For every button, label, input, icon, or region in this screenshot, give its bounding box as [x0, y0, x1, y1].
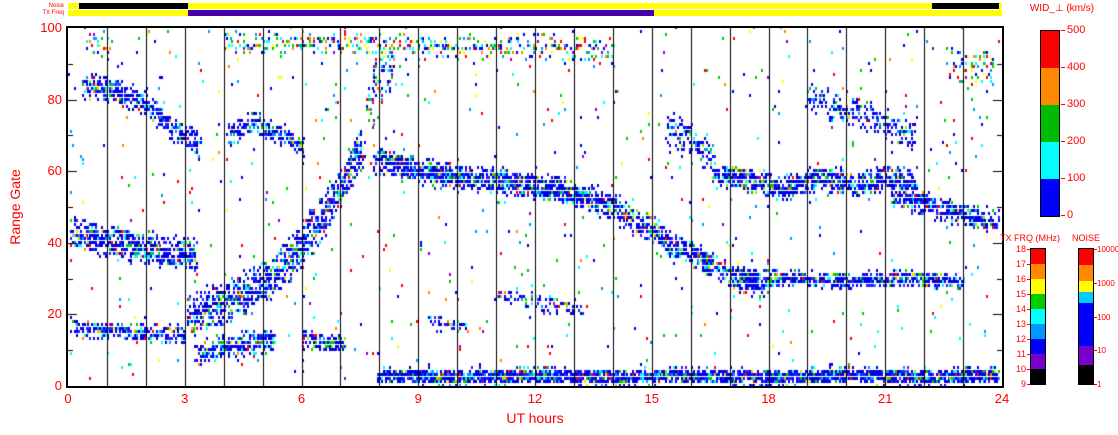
y-axis-label: Range Gate [7, 169, 23, 245]
wid-colorbar-tick-label: 100 [1067, 172, 1086, 184]
txfrq-colorbar-tick [1027, 384, 1030, 385]
txfrq-colorbar-tick [1027, 339, 1030, 340]
colorbar-segment [1031, 339, 1045, 354]
x-tick-label: 18 [761, 391, 776, 406]
wid-colorbar-tick-label: 300 [1067, 98, 1086, 110]
wid-colorbar-tick [1061, 30, 1065, 31]
colorbar-segment [1079, 292, 1093, 303]
colorbar-segment [1041, 31, 1059, 68]
wid-colorbar-tick-label: 500 [1067, 24, 1086, 36]
txfrq-colorbar-tick [1027, 279, 1030, 280]
txfrq-colorbar-tick-label: 9 [1020, 379, 1026, 389]
x-tick-label: 9 [414, 391, 422, 406]
noise-colorbar-tick-label: 100 [1097, 312, 1111, 322]
colorbar-segment [1079, 346, 1093, 366]
wid-colorbar-tick-label: 200 [1067, 135, 1086, 147]
noise-colorbar-tick-label: 1 [1097, 380, 1102, 389]
x-tick-label: 3 [181, 391, 189, 406]
txfrq-colorbar-tick [1027, 309, 1030, 310]
colorbar-segment [1031, 294, 1045, 309]
x-tick-label: 21 [878, 391, 893, 406]
colorbar-segment [1031, 249, 1045, 264]
y-tick-label: 20 [47, 306, 62, 322]
txfrq-colorbar-tick-label: 13 [1015, 319, 1026, 329]
noise-colorbar-tick-label: 10 [1097, 346, 1106, 356]
wid-colorbar-tick [1061, 178, 1065, 179]
colorbar-segment [1041, 68, 1059, 105]
y-tick-label: 80 [47, 91, 62, 107]
txfrq-colorbar [1030, 248, 1046, 385]
colorbar-segment [1041, 179, 1059, 216]
colorbar-segment [1031, 309, 1045, 324]
wid-colorbar-tick [1061, 141, 1065, 142]
txfrq-colorbar-tick [1027, 324, 1030, 325]
noise-colorbar-tick [1094, 350, 1097, 352]
colorbar-segment [1041, 105, 1059, 142]
wid-colorbar-title: WID_⊥ (km/s) [1029, 3, 1095, 14]
colorbar-segment [1079, 302, 1093, 347]
colorbar-segment [1079, 249, 1093, 266]
y-tick-label: 0 [54, 378, 62, 393]
colorbar-segment [1031, 354, 1045, 369]
wid-colorbar-tick [1061, 104, 1065, 105]
txfrq-colorbar-tick-label: 10 [1015, 364, 1026, 374]
txfrq-colorbar-tick [1027, 369, 1030, 370]
txfrq-colorbar-tick-label: 16 [1015, 274, 1026, 284]
txfrq-colorbar-tick-label: 18 [1015, 244, 1026, 254]
wid-colorbar-tick-label: 0 [1067, 209, 1074, 221]
strip-segment [187, 10, 654, 16]
strip-segment [931, 3, 1000, 9]
x-tick-label: 15 [644, 391, 659, 406]
noise-strip-label: Noise [48, 3, 64, 9]
colorbar-segment [1041, 142, 1059, 179]
noise-status-strip [68, 3, 1002, 9]
txfrq-colorbar-title: TX FRQ (MHz) [1000, 233, 1060, 243]
colorbar-segment [1031, 264, 1045, 279]
y-tick-label: 40 [47, 234, 62, 250]
wid-colorbar-tick [1061, 67, 1065, 68]
wid-colorbar [1040, 30, 1060, 217]
strip-segment [79, 3, 188, 9]
colorbar-segment [1079, 265, 1093, 282]
scatter-canvas [68, 28, 1002, 386]
noise-colorbar [1078, 248, 1094, 385]
noise-colorbar-tick [1094, 316, 1097, 318]
txfrq-colorbar-tick-label: 12 [1015, 334, 1026, 344]
x-tick-label: 24 [994, 391, 1010, 406]
noise-colorbar-title: NOISE [1072, 233, 1101, 243]
colorbar-segment [1031, 279, 1045, 294]
txfrq-colorbar-tick-label: 14 [1015, 304, 1026, 314]
txfrq-colorbar-tick [1027, 354, 1030, 355]
txfrq-colorbar-tick [1027, 264, 1030, 265]
y-tick-label: 100 [40, 20, 62, 35]
y-tick-label: 60 [47, 163, 62, 179]
colorbar-segment [1079, 281, 1093, 293]
txfrq-colorbar-tick-label: 11 [1016, 349, 1026, 359]
txfrq-colorbar-tick-label: 17 [1015, 259, 1026, 269]
noise-colorbar-tick [1094, 282, 1097, 284]
colorbar-segment [1079, 365, 1093, 384]
txfrq-colorbar-tick [1027, 249, 1030, 250]
txfrq-colorbar-tick-label: 15 [1015, 289, 1026, 299]
colorbar-segment [1031, 324, 1045, 339]
txfreq-strip-label: TX Freq [42, 10, 64, 16]
txfreq-status-strip [68, 10, 1002, 16]
x-axis-label: UT hours [506, 410, 564, 426]
plot-frame [66, 26, 1004, 388]
wid-colorbar-tick-label: 400 [1067, 61, 1086, 73]
noise-colorbar-tick-label: 10000 [1097, 245, 1118, 254]
noise-colorbar-tick [1094, 384, 1097, 385]
x-tick-label: 6 [297, 391, 306, 406]
noise-colorbar-tick [1094, 249, 1097, 250]
wid-colorbar-tick [1061, 215, 1065, 216]
txfrq-colorbar-tick [1027, 294, 1030, 295]
x-tick-label: 0 [64, 391, 72, 406]
x-tick-label: 12 [527, 391, 543, 406]
noise-colorbar-tick-label: 1000 [1097, 278, 1115, 288]
colorbar-segment [1031, 369, 1045, 384]
